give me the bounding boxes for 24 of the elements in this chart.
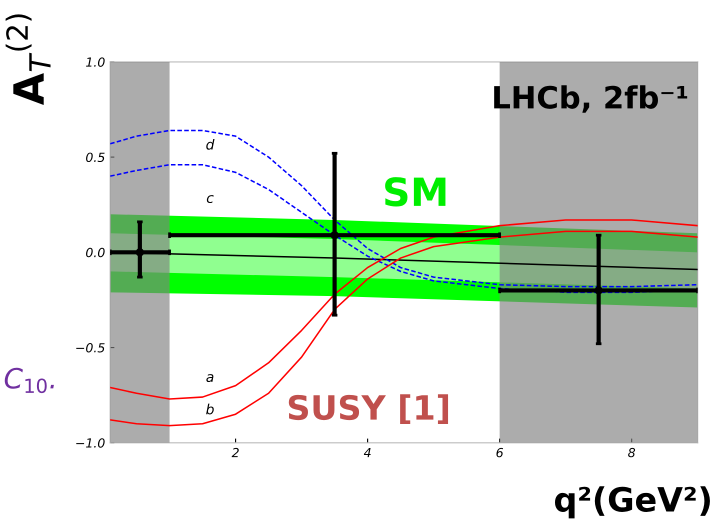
x-tick-label: 2 (232, 448, 239, 458)
x-tick-label: 6 (496, 448, 504, 458)
x-tick-label: 8 (628, 448, 636, 458)
x-axis-title: q²(GeV²) (555, 486, 710, 518)
y-tick-label: 0.0 (86, 248, 105, 258)
y-tick-label: −0.5 (76, 343, 105, 352)
annotation: SUSY [1] (288, 394, 448, 424)
y-axis-title: A$_{T}$$^{(2)}$ (6, 14, 51, 105)
line-series (110, 230, 698, 426)
point (136, 248, 144, 256)
annotation: SM (385, 177, 446, 206)
text: C$_{10}$. (4, 368, 54, 394)
line-series (110, 130, 698, 288)
point (330, 231, 339, 240)
y-tick-label: −1.0 (76, 438, 105, 448)
annotation: LHCb, 2fb⁻¹ (494, 85, 688, 113)
annotation: c (206, 195, 214, 204)
y-tick-label: 1.0 (86, 57, 105, 67)
y-tick-label: 0.5 (86, 152, 105, 162)
annotation: d (206, 138, 215, 150)
point (594, 286, 603, 295)
annotation: a (206, 374, 214, 382)
x-tick-label: 4 (364, 448, 371, 458)
annotation: b (206, 404, 214, 414)
